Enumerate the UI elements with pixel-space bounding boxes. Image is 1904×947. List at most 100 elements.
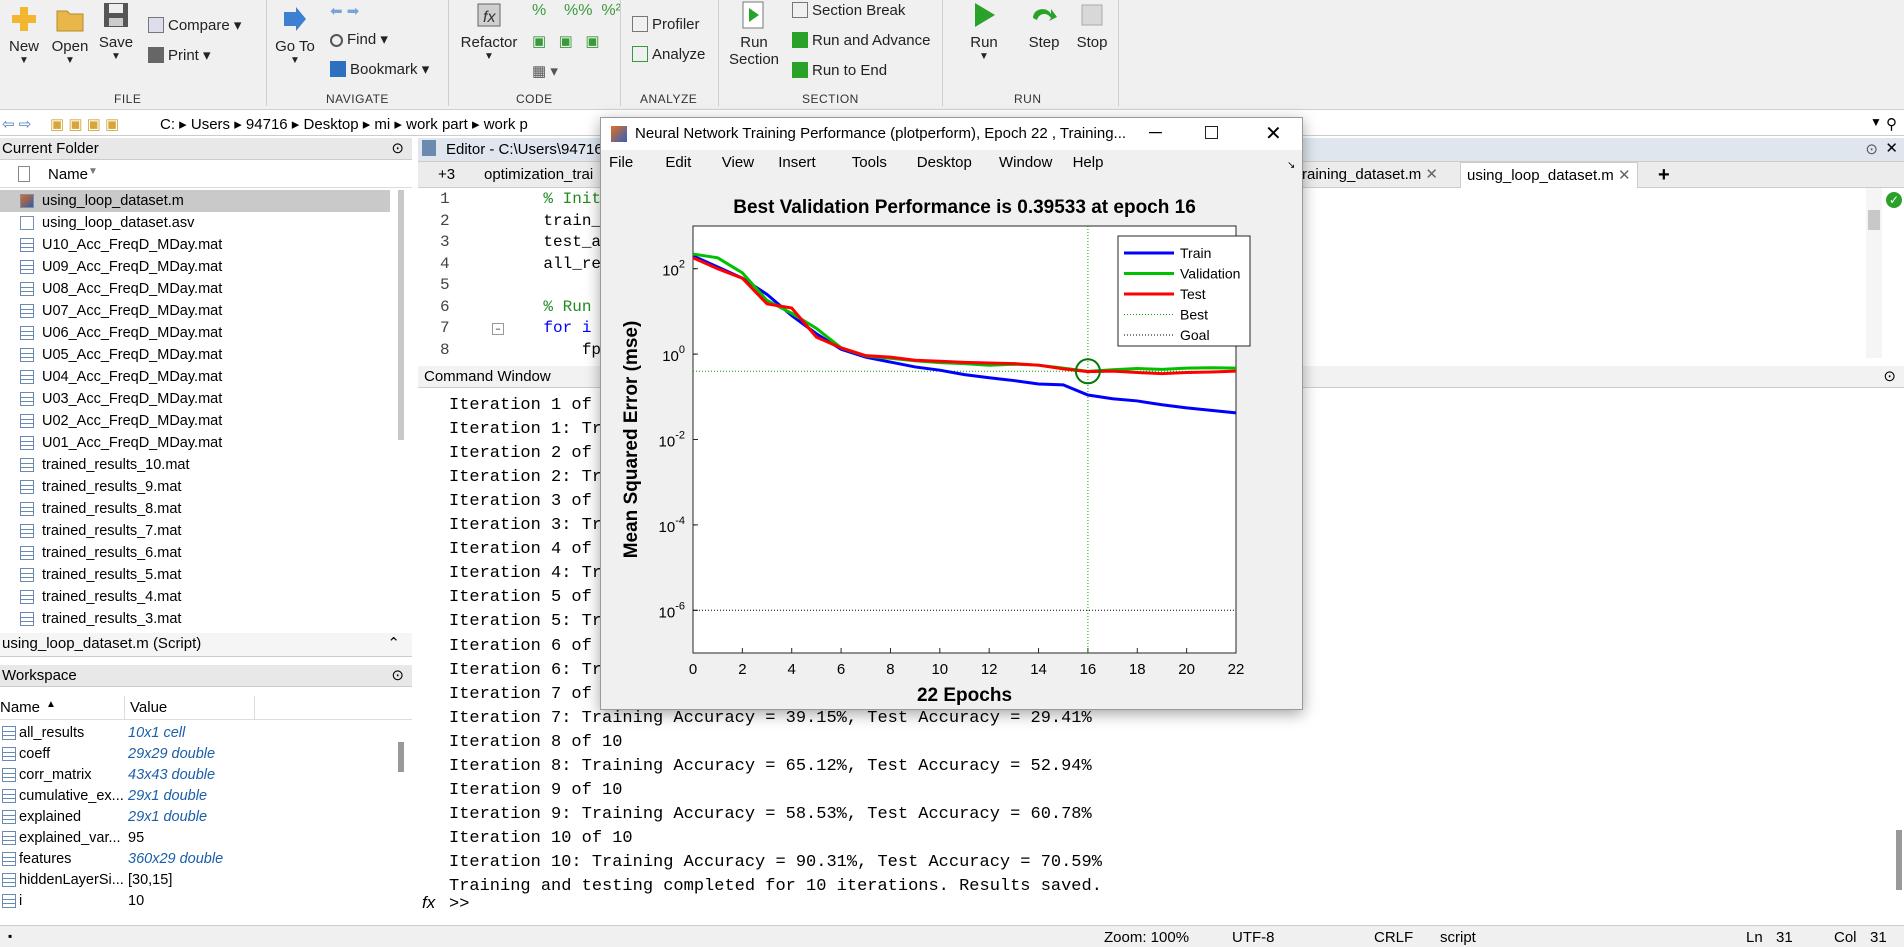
maximize-icon[interactable]	[1205, 126, 1218, 139]
code-analyzer-ok-icon[interactable]: ✓	[1886, 192, 1902, 208]
list-item[interactable]: trained_results_8.mat	[0, 498, 390, 520]
refactor-button[interactable]: fx Refactor ▼	[458, 0, 520, 62]
minimize-icon[interactable]: ─	[1149, 122, 1162, 142]
figure-menu-insert[interactable]: Insert	[778, 154, 816, 171]
matrix-icon	[2, 747, 16, 761]
dock-icon[interactable]: ⊙	[1865, 141, 1878, 158]
search-icon[interactable]: ⚲	[1886, 116, 1897, 133]
figure-window[interactable]: Neural Network Training Performance (plo…	[600, 117, 1303, 710]
run-and-advance-button[interactable]: Run and Advance	[792, 32, 930, 49]
print-button[interactable]: Print ▾	[148, 46, 211, 64]
table-row[interactable]: corr_matrix 43x43 double	[0, 765, 400, 786]
list-item[interactable]: U02_Acc_FreqD_MDay.mat	[0, 410, 390, 432]
profiler-button[interactable]: Profiler	[632, 16, 700, 33]
run-button[interactable]: Run ▼	[956, 0, 1012, 62]
figure-menu-desktop[interactable]: Desktop	[916, 154, 972, 171]
figure-menu-window[interactable]: Window	[999, 154, 1053, 171]
run-to-end-button[interactable]: Run to End	[792, 62, 887, 79]
stop-button[interactable]: Stop	[1064, 0, 1120, 51]
table-row[interactable]: cumulative_ex... 29x1 double	[0, 786, 400, 807]
list-item[interactable]: trained_results_5.mat	[0, 564, 390, 586]
folder-column-header[interactable]: Name ▼	[0, 162, 412, 188]
tab-more[interactable]: +3	[438, 166, 456, 183]
list-item[interactable]: trained_results_10.mat	[0, 454, 390, 476]
line-label: Ln	[1746, 929, 1763, 946]
figure-menu-help[interactable]: Help	[1072, 154, 1104, 171]
command-window-scrollbar[interactable]	[1896, 830, 1902, 890]
tab-training-dataset[interactable]: raining_dataset.m ✕	[1302, 166, 1438, 183]
open-button[interactable]: Open ▼	[48, 4, 92, 66]
list-item[interactable]: trained_results_3.mat	[0, 608, 390, 630]
close-tab-icon[interactable]: ✕	[1617, 167, 1631, 184]
tab-optimization[interactable]: optimization_trai	[484, 166, 594, 183]
details-panel-header[interactable]: using_loop_dataset.m (Script) ⌃	[0, 633, 412, 657]
list-item[interactable]: U10_Acc_FreqD_MDay.mat	[0, 234, 390, 256]
address-dropdown[interactable]: ▼	[1870, 115, 1882, 129]
table-row[interactable]: i 10	[0, 891, 400, 912]
dock-figure-icon[interactable]: ↘	[1287, 160, 1296, 171]
editor-close-icon[interactable]: ✕	[1885, 140, 1898, 157]
list-item[interactable]: U05_Acc_FreqD_MDay.mat	[0, 344, 390, 366]
file-list: using_loop_dataset.m using_loop_dataset.a…	[0, 190, 400, 630]
table-row[interactable]: all_results 10x1 cell	[0, 723, 400, 744]
workspace-scrollbar[interactable]	[398, 742, 404, 772]
close-tab-icon[interactable]: ✕	[1425, 166, 1438, 183]
table-row[interactable]: hiddenLayerSi... [30,15]	[0, 870, 400, 891]
analyze-button[interactable]: Analyze	[632, 46, 705, 63]
list-item[interactable]: U01_Acc_FreqD_MDay.mat	[0, 432, 390, 454]
workspace-column-header[interactable]: Name ▲ Value	[0, 696, 412, 720]
figure-menu-edit[interactable]: Edit	[665, 154, 692, 171]
file-list-scrollbar[interactable]	[398, 190, 404, 440]
code-more-tools[interactable]: ▦ ▾	[532, 63, 558, 80]
goto-button[interactable]: Go To ▼	[272, 4, 318, 66]
file-name: U06_Acc_FreqD_MDay.mat	[42, 325, 223, 341]
table-row[interactable]: features 360x29 double	[0, 849, 400, 870]
table-row[interactable]: explained_var... 95	[0, 828, 400, 849]
list-item[interactable]: using_loop_dataset.m	[0, 190, 390, 212]
list-item[interactable]: U09_Acc_FreqD_MDay.mat	[0, 256, 390, 278]
list-item[interactable]: U04_Acc_FreqD_MDay.mat	[0, 366, 390, 388]
command-prompt[interactable]: >>	[449, 895, 470, 914]
breadcrumb[interactable]: C: ▸ Users ▸ 94716 ▸ Desktop ▸ mi ▸ work…	[160, 116, 528, 133]
tab-using-loop-dataset[interactable]: using_loop_dataset.m ✕	[1460, 162, 1638, 188]
fx-icon[interactable]: fx	[422, 893, 436, 912]
nav-arrows-icon[interactable]: ⇦ ⇨	[2, 116, 32, 133]
save-button[interactable]: Save ▼	[96, 0, 136, 62]
panel-menu-icon[interactable]: ⊙	[391, 140, 404, 157]
figure-titlebar[interactable]: Neural Network Training Performance (plo…	[601, 118, 1302, 150]
folder-tools-icon[interactable]: ▣ ▣ ▣ ▣	[50, 116, 120, 133]
compare-button[interactable]: Compare ▾	[148, 16, 241, 34]
add-tab-button[interactable]: +	[1658, 164, 1670, 186]
table-row[interactable]: explained 29x1 double	[0, 807, 400, 828]
comment-tools[interactable]: % %% %²	[532, 2, 621, 19]
stop-icon	[1081, 4, 1103, 26]
list-item[interactable]: U06_Acc_FreqD_MDay.mat	[0, 322, 390, 344]
list-item[interactable]: using_loop_dataset.asv	[0, 212, 390, 234]
list-item[interactable]: trained_results_9.mat	[0, 476, 390, 498]
run-section-button[interactable]: Run Section	[724, 0, 784, 68]
list-item[interactable]: trained_results_7.mat	[0, 520, 390, 542]
find-button[interactable]: Find ▾	[330, 30, 388, 48]
fold-toggle-icon[interactable]: −	[492, 323, 504, 335]
list-item[interactable]: U07_Acc_FreqD_MDay.mat	[0, 300, 390, 322]
figure-menu-file[interactable]: File	[609, 154, 634, 171]
section-break-button[interactable]: Section Break	[792, 2, 905, 19]
new-button[interactable]: New ▼	[4, 4, 44, 66]
panel-menu-icon[interactable]: ⊙	[391, 667, 404, 684]
indent-tools[interactable]: ▣ ▣ ▣	[532, 33, 600, 50]
figure-menu-view[interactable]: View	[721, 154, 755, 171]
list-item[interactable]: trained_results_4.mat	[0, 586, 390, 608]
figure-menu-tools[interactable]: Tools	[851, 154, 887, 171]
back-forward-arrows[interactable]: ⬅ ➡	[330, 3, 360, 20]
list-item[interactable]: U08_Acc_FreqD_MDay.mat	[0, 278, 390, 300]
panel-menu-icon[interactable]: ⊙	[1883, 368, 1896, 385]
bookmark-button[interactable]: Bookmark ▾	[330, 60, 429, 78]
list-item[interactable]: trained_results_6.mat	[0, 542, 390, 564]
table-row[interactable]: coeff 29x29 double	[0, 744, 400, 765]
list-item[interactable]: U03_Acc_FreqD_MDay.mat	[0, 388, 390, 410]
close-icon[interactable]: ✕	[1265, 123, 1282, 145]
mat-file-icon	[20, 348, 34, 362]
editor-scrollbar[interactable]	[1866, 188, 1882, 358]
file-name: trained_results_3.mat	[42, 611, 182, 627]
step-button[interactable]: Step	[1016, 0, 1072, 51]
